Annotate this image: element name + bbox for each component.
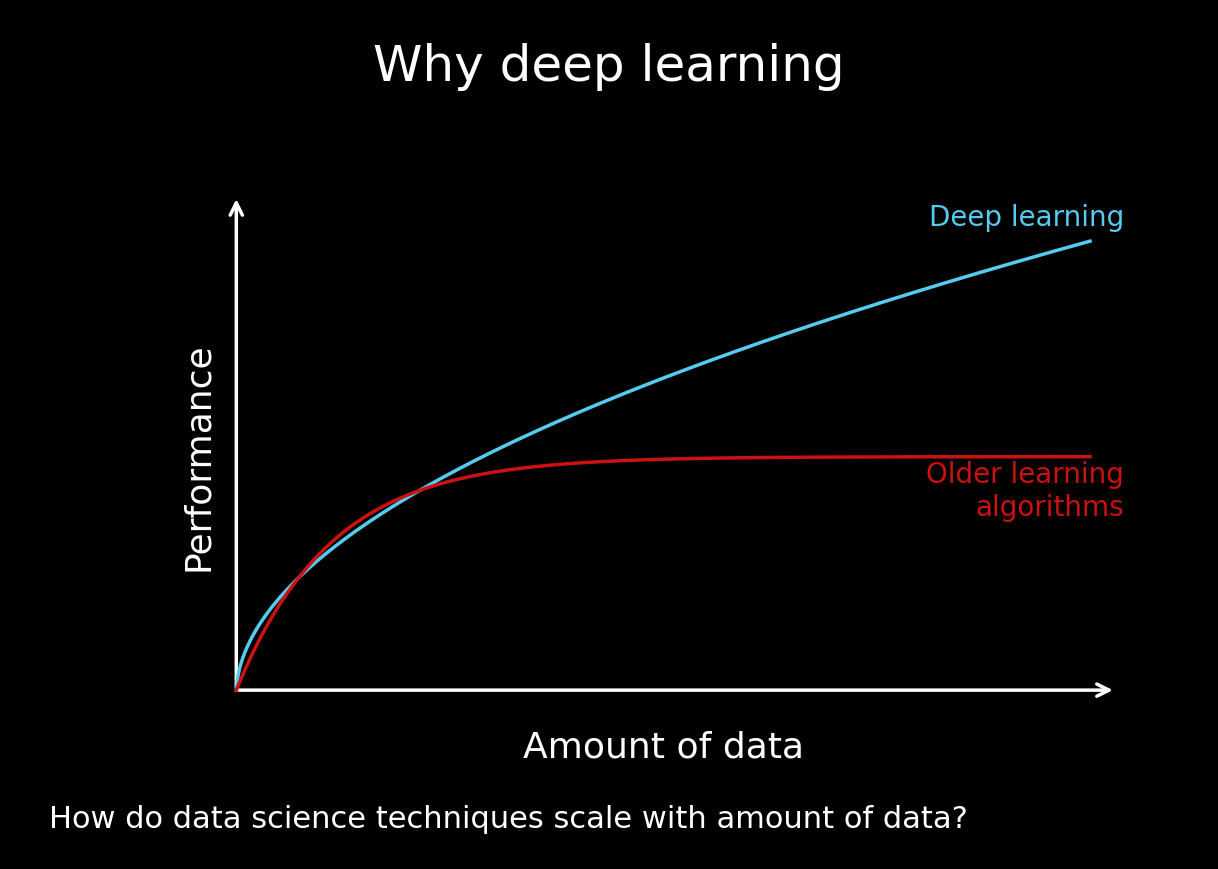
Text: How do data science techniques scale with amount of data?: How do data science techniques scale wit…	[49, 806, 967, 834]
Text: Performance: Performance	[181, 342, 214, 571]
Text: Older learning
algorithms: Older learning algorithms	[927, 461, 1124, 521]
Text: Why deep learning: Why deep learning	[373, 43, 845, 91]
Text: Deep learning: Deep learning	[929, 204, 1124, 232]
Text: Amount of data: Amount of data	[523, 731, 804, 765]
